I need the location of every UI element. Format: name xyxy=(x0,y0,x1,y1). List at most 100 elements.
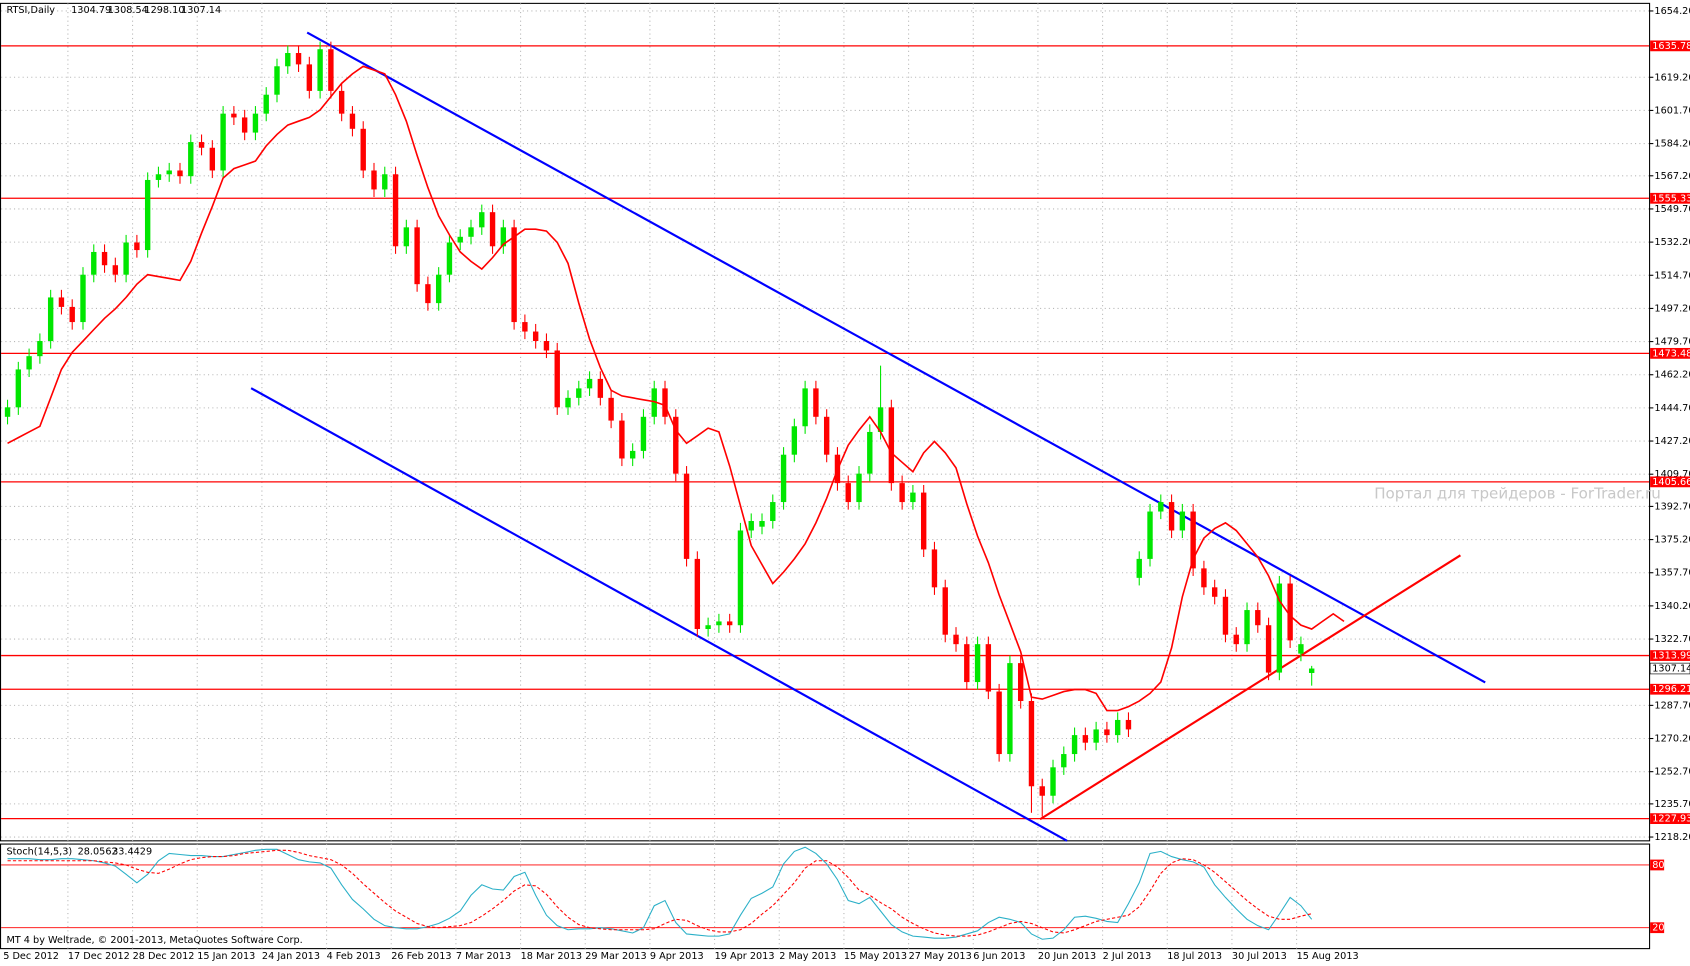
candle-body xyxy=(220,113,226,171)
candle-body xyxy=(1147,511,1153,559)
y-tick-label: 1270.20 xyxy=(1654,734,1690,745)
x-tick-label: 17 Dec 2012 xyxy=(68,951,130,962)
candle-body xyxy=(285,53,291,67)
candle-body xyxy=(996,691,1002,755)
grid xyxy=(1,3,1654,949)
x-tick-label: 4 Feb 2013 xyxy=(327,951,381,962)
candle-body xyxy=(188,142,194,177)
candle-body xyxy=(1104,729,1110,736)
main-panel xyxy=(0,2,1651,842)
candle-body xyxy=(597,378,604,398)
y-tick-label: 1235.70 xyxy=(1654,799,1690,810)
last-open: 1304.79 xyxy=(71,5,111,16)
stoch-panel xyxy=(0,843,1651,950)
price-label: 1307.14 xyxy=(1652,664,1690,675)
candle-body xyxy=(1190,511,1196,569)
candle-body xyxy=(349,113,356,129)
candle-body xyxy=(1071,735,1078,755)
candle-body xyxy=(867,431,873,474)
y-tick-label: 1375.20 xyxy=(1654,535,1690,546)
y-tick-label: 1340.20 xyxy=(1654,601,1690,612)
y-tick-label: 1584.20 xyxy=(1654,139,1690,150)
candle-body xyxy=(198,142,205,148)
candle-body xyxy=(392,174,399,247)
candle-body xyxy=(500,227,507,247)
candle-body xyxy=(899,483,905,503)
candle-body xyxy=(1211,587,1218,597)
candle-body xyxy=(360,128,366,171)
candle-body xyxy=(58,297,65,307)
candle-body xyxy=(177,170,183,177)
candle-body xyxy=(4,407,11,417)
last-low: 1298.10 xyxy=(144,5,184,16)
candle-body xyxy=(1061,754,1067,768)
stoch-title: Stoch(14,5,3) xyxy=(6,847,72,858)
y-tick-label: 1218.20 xyxy=(1654,832,1690,843)
candle-body xyxy=(629,450,636,459)
level-label-box xyxy=(1650,347,1690,359)
x-tick-label: 15 May 2013 xyxy=(844,951,907,962)
x-tick-label: 24 Jan 2013 xyxy=(262,951,320,962)
candle-body xyxy=(543,341,550,351)
candle-body xyxy=(274,66,280,95)
y-tick-label: 1549.70 xyxy=(1654,204,1690,215)
candle-body xyxy=(974,644,981,683)
x-tick-label: 9 Apr 2013 xyxy=(650,951,704,962)
stoch-label-box xyxy=(1650,859,1665,871)
candle-body xyxy=(371,170,377,190)
watermark: Портал для трейдеров - ForTrader.ru xyxy=(1374,484,1661,502)
candle-body xyxy=(91,251,97,275)
y-tick-label: 1322.70 xyxy=(1654,634,1690,645)
candle-body xyxy=(737,530,744,626)
moving-average xyxy=(7,65,1345,712)
candle-body xyxy=(1017,663,1024,702)
candle-body xyxy=(1179,511,1186,531)
price-label-box xyxy=(1649,662,1690,675)
x-tick-label: 28 Dec 2012 xyxy=(133,951,195,962)
y-tick-label: 1409.70 xyxy=(1654,469,1690,480)
candle-body xyxy=(1082,735,1089,743)
y-tick-label: 1654.20 xyxy=(1654,6,1690,17)
candle-body xyxy=(1244,610,1250,645)
candle-body xyxy=(338,90,345,114)
x-tick-label: 2 May 2013 xyxy=(779,951,836,962)
level-label: 1555.33 xyxy=(1652,193,1690,204)
candle-body xyxy=(1007,663,1013,755)
candle-body xyxy=(69,306,75,323)
candle-body xyxy=(26,356,32,370)
footer: MT 4 by Weltrade, © 2001-2013, MetaQuote… xyxy=(6,935,302,946)
level-label-box xyxy=(1650,650,1690,661)
stoch-main-last: 28.0562 xyxy=(78,847,118,858)
trendline xyxy=(250,387,1068,842)
y-tick-label: 1357.70 xyxy=(1654,568,1690,579)
x-tick-label: 15 Jan 2013 xyxy=(197,951,255,962)
candle-body xyxy=(964,644,970,683)
trendline xyxy=(306,31,1486,684)
candle-body xyxy=(1233,634,1239,645)
level-label-box xyxy=(1650,683,1690,695)
x-tick-label: 18 Jul 2013 xyxy=(1167,951,1222,962)
level-label: 1296.21 xyxy=(1652,684,1690,695)
candle-body xyxy=(1298,644,1304,654)
candle-body xyxy=(1287,583,1293,641)
y-tick-label: 1479.70 xyxy=(1654,337,1690,348)
candle-body xyxy=(1265,625,1272,673)
candle-body xyxy=(317,49,323,91)
x-tick-label: 5 Dec 2012 xyxy=(3,951,59,962)
candle-body xyxy=(856,473,862,503)
level-label: 1313.99 xyxy=(1652,651,1690,662)
candle-body xyxy=(920,492,927,550)
y-tick-label: 1514.70 xyxy=(1654,270,1690,281)
candle-body xyxy=(532,331,539,342)
level-label: 1405.66 xyxy=(1652,477,1690,488)
candle-body xyxy=(1276,583,1283,673)
stoch-tick-label: 80 xyxy=(1652,860,1664,871)
candle-body xyxy=(694,558,701,630)
candle-body xyxy=(1255,610,1261,626)
candle-body xyxy=(306,64,313,91)
x-tick-label: 18 Mar 2013 xyxy=(521,951,582,962)
candle-body xyxy=(802,388,808,427)
